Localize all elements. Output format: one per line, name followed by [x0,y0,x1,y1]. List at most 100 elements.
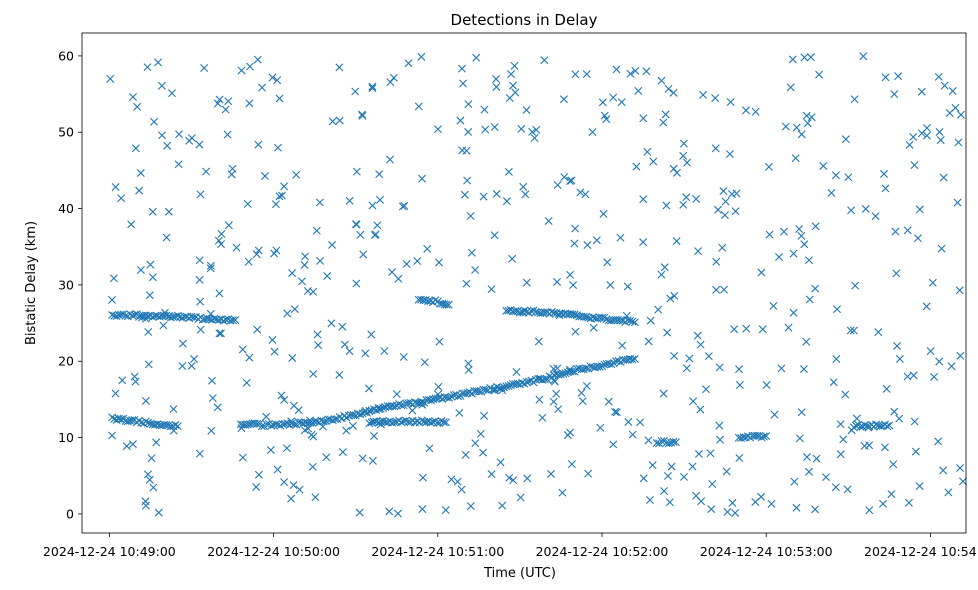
noise-point [711,94,720,103]
noise-point [502,197,511,206]
noise-point [890,90,899,99]
noise-point [511,88,520,97]
noise-point [639,238,648,247]
track-point [876,421,885,430]
track-point [860,421,869,430]
track-point [461,389,470,398]
noise-point [252,250,261,259]
y-axis-ticks: 0 10 20 30 40 50 60 [58,48,82,521]
track-point [141,417,150,426]
noise-point [535,395,544,404]
track-point [506,381,515,390]
track-point [449,391,458,400]
noise-point [532,125,541,134]
noise-point [553,364,562,373]
noise-point [831,483,840,492]
noise-point [355,508,364,517]
track-point [439,418,448,427]
noise-point [273,465,282,474]
noise-point [253,325,262,334]
noise-point [599,209,608,218]
track-point [426,418,435,427]
noise-point [476,429,485,438]
noise-point [819,161,828,170]
x-axis-ticks: 2024-12-24 10:49:00 2024-12-24 10:50:00 20… [43,533,978,559]
noise-point [815,70,824,79]
noise-point [581,190,590,199]
noise-point [418,174,426,183]
noise-point [215,289,224,298]
noise-point [596,423,605,432]
noise-point [275,192,284,201]
noise-point [460,190,469,199]
noise-point [805,295,814,304]
track-point [410,398,419,407]
noise-point [244,257,253,266]
noise-point [910,161,919,170]
noise-point [880,443,889,452]
track-point [180,312,189,321]
noise-point [185,136,194,145]
noise-point [131,144,140,153]
noise-point [287,494,296,503]
noise-point [402,260,411,269]
noise-point [795,224,804,233]
noise-point [163,141,172,150]
noise-point [237,66,246,75]
noise-point [305,416,314,425]
noise-point [530,134,539,142]
noise-point [928,278,937,287]
noise-point [879,499,887,508]
track-point [117,310,126,319]
noise-point [154,58,163,67]
noise-point [463,176,472,185]
track-point [570,310,579,319]
noise-point [289,401,298,410]
noise-point [464,359,473,368]
noise-point [657,270,666,279]
noise-point [694,449,703,458]
noise-point [496,458,505,467]
noise-point [802,453,811,461]
track-point [872,420,881,429]
noise-point [851,281,860,290]
noise-point [765,230,774,239]
noise-point [418,505,427,514]
noise-point [277,391,286,400]
noise-point [944,488,953,497]
noise-point [358,454,367,463]
noise-point [693,331,702,340]
noise-point [792,123,801,132]
track-point [287,419,296,428]
track-point [762,432,771,441]
noise-point [270,347,279,356]
noise-point [757,268,766,277]
noise-point [936,136,945,145]
y-tick-label: 30 [58,277,74,292]
noise-point [800,53,809,62]
noise-point [348,421,357,430]
track-point [128,311,137,320]
track-point [376,404,385,413]
noise-point [844,173,853,182]
noise-point [505,473,514,482]
track-point [671,438,680,447]
noise-point [479,192,488,201]
noise-point [243,199,252,208]
noise-point [394,274,403,283]
noise-point [582,382,591,390]
noise-point [626,69,635,78]
noise-point [670,291,679,300]
noise-point [297,277,306,286]
noise-point [790,477,799,486]
noise-point [479,448,488,457]
noise-point [660,486,669,495]
noise-point [510,61,519,70]
noise-point [894,72,903,81]
noise-point [213,99,222,108]
noise-point [369,417,378,426]
noise-point [812,454,821,463]
noise-point [725,150,734,159]
noise-point [954,138,963,147]
track-point [628,355,637,364]
